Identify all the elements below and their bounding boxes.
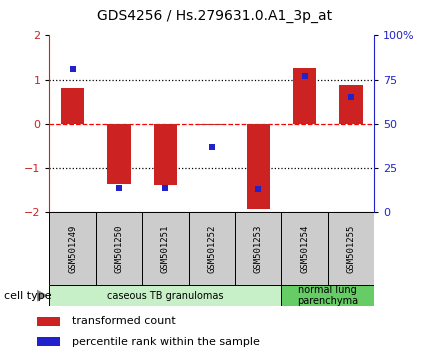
Polygon shape	[37, 290, 48, 302]
Bar	[339, 85, 362, 124]
Text: cell type: cell type	[4, 291, 52, 301]
Text: normal lung
parenchyma: normal lung parenchyma	[297, 285, 358, 307]
Bar	[154, 124, 177, 185]
Text: percentile rank within the sample: percentile rank within the sample	[72, 337, 260, 347]
Text: GSM501252: GSM501252	[207, 224, 216, 273]
Point	[116, 185, 123, 190]
Bar	[200, 124, 223, 125]
Point	[69, 66, 76, 72]
Text: GSM501255: GSM501255	[347, 224, 356, 273]
Point	[347, 95, 354, 100]
Text: GSM501251: GSM501251	[161, 224, 170, 273]
Text: GSM501249: GSM501249	[68, 224, 77, 273]
Text: transformed count: transformed count	[72, 316, 175, 326]
Bar	[142, 212, 189, 285]
Point	[209, 144, 215, 150]
Bar	[49, 285, 281, 306]
Bar	[61, 87, 84, 124]
Bar	[281, 285, 374, 306]
Bar	[108, 124, 131, 184]
Bar	[189, 212, 235, 285]
Bar	[281, 212, 328, 285]
Bar	[96, 212, 142, 285]
Bar	[293, 68, 316, 124]
Bar	[235, 212, 281, 285]
Text: caseous TB granulomas: caseous TB granulomas	[107, 291, 224, 301]
Text: GSM501250: GSM501250	[114, 224, 123, 273]
Bar	[328, 212, 374, 285]
Text: GSM501253: GSM501253	[254, 224, 263, 273]
Bar	[37, 337, 60, 346]
Text: GSM501254: GSM501254	[300, 224, 309, 273]
Point	[255, 187, 261, 192]
Text: GDS4256 / Hs.279631.0.A1_3p_at: GDS4256 / Hs.279631.0.A1_3p_at	[98, 9, 332, 23]
Point	[162, 185, 169, 190]
Bar	[37, 317, 60, 326]
Bar	[49, 212, 96, 285]
Bar	[246, 124, 270, 209]
Point	[301, 73, 308, 79]
